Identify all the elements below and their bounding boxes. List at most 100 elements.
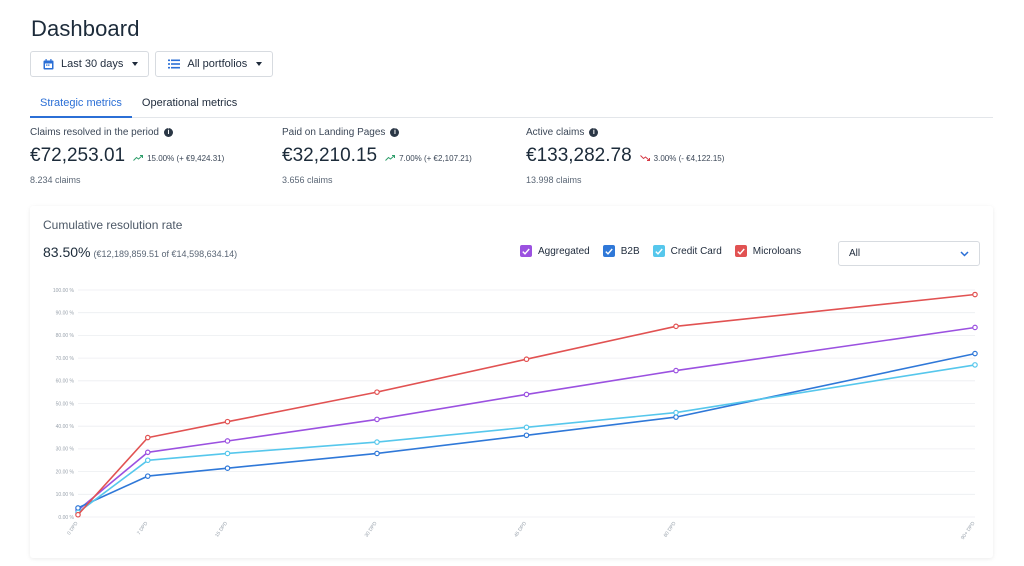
- data-point: [224, 450, 231, 457]
- data-point: [972, 324, 978, 331]
- kpi-claims-resolved: Claims resolved in the period i €72,253.0…: [30, 125, 270, 186]
- series-line: [77, 326, 976, 511]
- trend-up-icon: [385, 155, 396, 161]
- y-tick-label: 20.00 %: [56, 469, 75, 475]
- trend-up-icon: [133, 155, 144, 161]
- checkbox-checked-icon[interactable]: [520, 245, 532, 257]
- data-point: [75, 511, 81, 518]
- kpi-label: Active claims: [526, 126, 585, 138]
- data-point: [972, 362, 978, 368]
- x-tick-label: 60 DPD: [663, 520, 678, 538]
- y-tick-label: 30.00 %: [56, 447, 75, 453]
- y-tick-label: 100.00 %: [53, 288, 75, 294]
- data-point: [523, 424, 530, 431]
- data-point: [673, 367, 679, 374]
- legend-item-b2b[interactable]: B2B: [602, 245, 640, 257]
- data-point: [144, 457, 151, 464]
- checkbox-checked-icon[interactable]: [652, 245, 665, 257]
- line-chart: 0.00 % 10.00 % 20.00 % 30.00 % 40.00 % 50.00 …: [53, 288, 978, 541]
- data-point: [374, 389, 380, 395]
- date-range-label: Last 30 days: [61, 58, 124, 70]
- kpi-delta: 3.00% (- €4,122.15): [639, 153, 725, 163]
- kpi-value: €72,253.01: [30, 145, 126, 166]
- data-point: [224, 438, 231, 444]
- data-point: [224, 418, 231, 425]
- series-line: [77, 364, 976, 514]
- x-tick-label: 7 DPD: [136, 520, 150, 536]
- list-icon: [168, 59, 181, 69]
- data-point: [224, 465, 231, 471]
- x-tick-label: 15 DPD: [214, 520, 229, 538]
- data-point: [144, 434, 151, 441]
- metrics-tabs: Strategic metrics Operational metrics: [30, 89, 993, 118]
- series-line: [77, 352, 976, 509]
- kpi-delta: 7.00% (+ €2,107.21): [385, 154, 472, 163]
- date-range-dropdown[interactable]: Last 30 days: [30, 51, 150, 77]
- data-point: [972, 350, 978, 357]
- data-point: [523, 356, 530, 363]
- page-title: Dashboard: [31, 16, 140, 41]
- kpi-delta: 15.00% (+ €9,424.31): [133, 154, 224, 163]
- data-point: [523, 391, 530, 398]
- y-tick-label: 90.00 %: [56, 311, 75, 317]
- data-point: [374, 450, 380, 457]
- data-point: [75, 505, 81, 511]
- portfolio-dropdown[interactable]: All portfolios: [155, 51, 274, 77]
- kpi-delta-text: 3.00% (- €4,122.15): [653, 153, 725, 163]
- kpi-delta-text: 7.00% (+ €2,107.21): [399, 153, 472, 163]
- legend-label: Credit Card: [670, 245, 722, 257]
- calendar-icon: [43, 58, 54, 70]
- checkbox-checked-icon[interactable]: [734, 245, 747, 257]
- chart-title: Cumulative resolution rate: [43, 218, 183, 232]
- y-tick-label: 70.00 %: [56, 356, 75, 362]
- data-point: [144, 449, 151, 456]
- kpi-delta-text: 15.00% (+ €9,424.31): [147, 153, 225, 163]
- chevron-down-icon: [132, 62, 139, 66]
- y-tick-label: 60.00 %: [56, 379, 75, 385]
- data-point: [673, 323, 679, 330]
- checkbox-checked-icon[interactable]: [602, 245, 615, 257]
- y-tick-label: 0.00 %: [58, 515, 74, 521]
- kpi-subtext: 8.234 claims: [30, 175, 81, 185]
- info-icon[interactable]: i: [163, 127, 173, 137]
- series-line: [77, 293, 976, 516]
- data-point: [523, 432, 530, 439]
- x-tick-label: 45 DPD: [513, 520, 528, 538]
- legend-item-aggregated[interactable]: Aggregated: [520, 245, 590, 257]
- resolution-chart-card: Cumulative resolution rate 83.50% (€12,1…: [30, 206, 993, 558]
- kpi-label: Paid on Landing Pages: [282, 126, 386, 138]
- x-tick-label: 0 DPD: [66, 520, 80, 536]
- kpi-label: Claims resolved in the period: [30, 126, 159, 138]
- segment-select[interactable]: All: [838, 241, 980, 266]
- rate-value: 83.50%: [43, 244, 91, 260]
- filter-bar: Last 30 days All portfolios: [30, 51, 274, 77]
- data-point: [374, 416, 380, 423]
- tab-operational-metrics[interactable]: Operational metrics: [141, 97, 238, 109]
- rate-detail: (€12,189,859.51 of €14,598,634.14): [93, 249, 238, 259]
- legend-item-microloans[interactable]: Microloans: [734, 245, 801, 257]
- info-icon[interactable]: i: [589, 127, 599, 137]
- y-tick-label: 50.00 %: [56, 401, 75, 407]
- x-tick-label: 30 DPD: [364, 520, 379, 538]
- chart-rate: 83.50% (€12,189,859.51 of €14,598,634.14…: [43, 244, 237, 260]
- data-point: [673, 414, 679, 420]
- kpi-value: €32,210.15: [282, 145, 378, 166]
- tab-strategic-metrics[interactable]: Strategic metrics: [30, 89, 132, 118]
- kpi-value: €133,282.78: [526, 145, 632, 166]
- chart-legend: Aggregated B2B Credit Card Microloans: [520, 245, 801, 257]
- kpi-subtext: 13.998 claims: [526, 175, 582, 185]
- chevron-down-icon: [256, 62, 263, 66]
- data-point: [374, 439, 380, 445]
- kpi-paid-landing-pages: Paid on Landing Pages i €32,210.15 7.00% …: [282, 125, 522, 186]
- data-point: [972, 291, 978, 298]
- chevron-down-icon: [960, 250, 969, 257]
- legend-item-credit-card[interactable]: Credit Card: [652, 245, 722, 257]
- trend-down-icon: [639, 155, 650, 161]
- x-tick-label: 90+ DPD: [960, 520, 977, 540]
- data-point: [673, 409, 679, 416]
- legend-label: Aggregated: [538, 245, 590, 257]
- portfolio-label: All portfolios: [187, 58, 248, 70]
- segment-select-value: All: [849, 248, 861, 259]
- info-icon[interactable]: i: [390, 127, 400, 137]
- y-tick-label: 10.00 %: [56, 492, 75, 498]
